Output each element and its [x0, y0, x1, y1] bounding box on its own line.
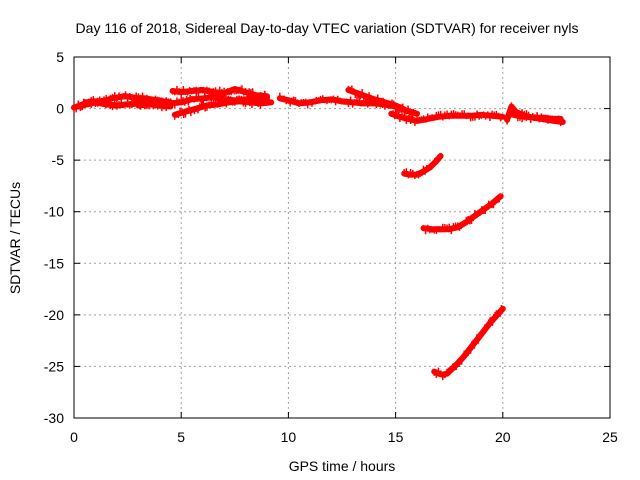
x-tick-label: 20	[495, 429, 511, 445]
x-tick-label: 15	[388, 429, 404, 445]
y-tick-label: -5	[52, 152, 65, 168]
series-arc-6	[276, 92, 410, 115]
x-tick-label: 0	[70, 429, 78, 445]
y-tick-label: 0	[56, 101, 64, 117]
chart-title: Day 116 of 2018, Sidereal Day-to-day VTE…	[76, 20, 579, 36]
series-arc-12	[420, 193, 504, 235]
data-series	[71, 85, 566, 381]
x-tick-label: 10	[281, 429, 297, 445]
series-arc-5	[171, 95, 275, 120]
axis-ticks: 0 5 10 15 20 25 5 0 -5 -10 -15 -20 -25 -30	[44, 49, 618, 445]
y-tick-label: -10	[44, 204, 64, 220]
y-axis-label: SDTVAR / TECUs	[7, 182, 23, 294]
x-axis-label: GPS time / hours	[289, 458, 396, 474]
plot-frame	[73, 56, 611, 419]
y-tick-label: -15	[44, 255, 64, 271]
series-arc-7	[345, 85, 420, 119]
y-tick-label: -20	[44, 307, 64, 323]
y-tick-label: -30	[44, 410, 64, 426]
y-tick-label: -25	[44, 358, 64, 374]
y-tick-label: 5	[56, 49, 64, 65]
series-arc-11	[401, 153, 444, 180]
series-arc-8	[388, 109, 506, 126]
series-line	[431, 305, 506, 378]
series-arc-10	[506, 107, 564, 124]
x-tick-label: 25	[602, 429, 618, 445]
series-arc-4	[169, 85, 270, 100]
series-arc-13	[431, 305, 506, 381]
grid	[74, 57, 610, 418]
x-tick-label: 5	[177, 429, 185, 445]
